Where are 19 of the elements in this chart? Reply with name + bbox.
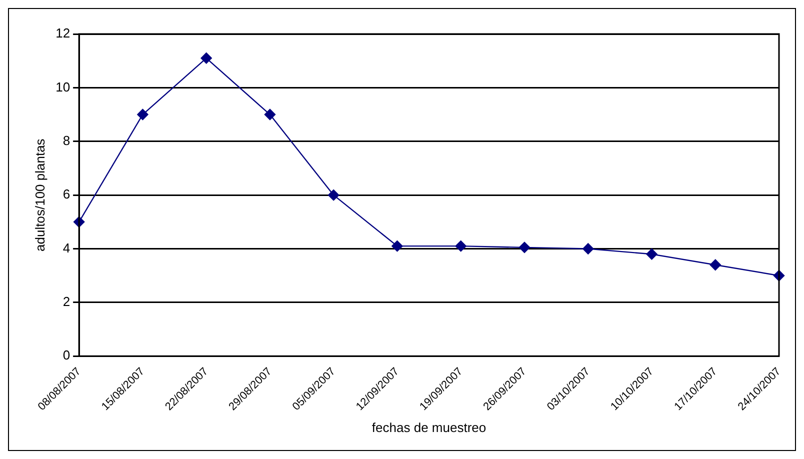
y-tick-label: 0 [62,348,70,363]
point [264,108,276,120]
point [328,189,340,201]
point [455,240,466,252]
point [137,108,148,120]
point [710,259,721,270]
point [200,52,212,64]
point [646,248,658,260]
y-tick-label: 4 [62,240,70,256]
point [582,243,594,254]
y-tick-label: 8 [62,132,70,148]
y-axis-title: adultos/100 plantas [32,138,48,252]
y-tick-label: 6 [62,186,70,202]
y-tick-label: 12 [56,26,70,41]
x-axis-title: fechas de muestreo [372,420,486,435]
point [518,242,530,254]
y-tick-label: 10 [56,79,70,94]
y-tick-label: 2 [62,294,70,310]
point [392,240,403,252]
